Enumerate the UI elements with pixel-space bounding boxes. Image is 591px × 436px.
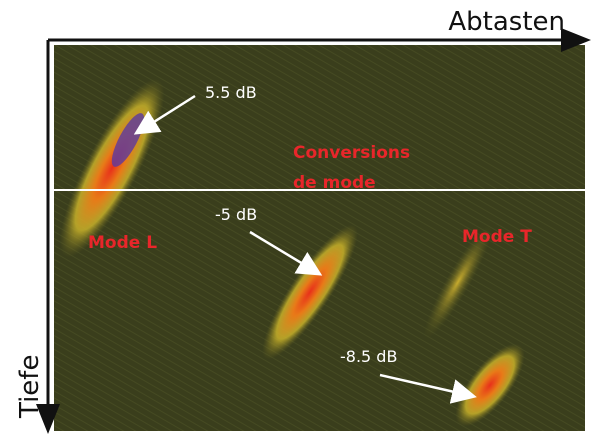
depth-label: Tiefe [15,355,45,419]
db-label: -5 dB [215,205,257,224]
conversion-label: Conversions [293,143,410,163]
db-label: -8.5 dB [340,347,397,366]
conversion-label: de mode [293,173,376,193]
scan-label: Abtasten [448,7,565,37]
db-label: 5.5 dB [205,83,257,102]
mode-label: Mode T [462,227,532,247]
mode-label: Mode L [88,233,157,253]
figure: Abtasten Tiefe 5.5 dB Conversions de mod… [0,0,591,436]
